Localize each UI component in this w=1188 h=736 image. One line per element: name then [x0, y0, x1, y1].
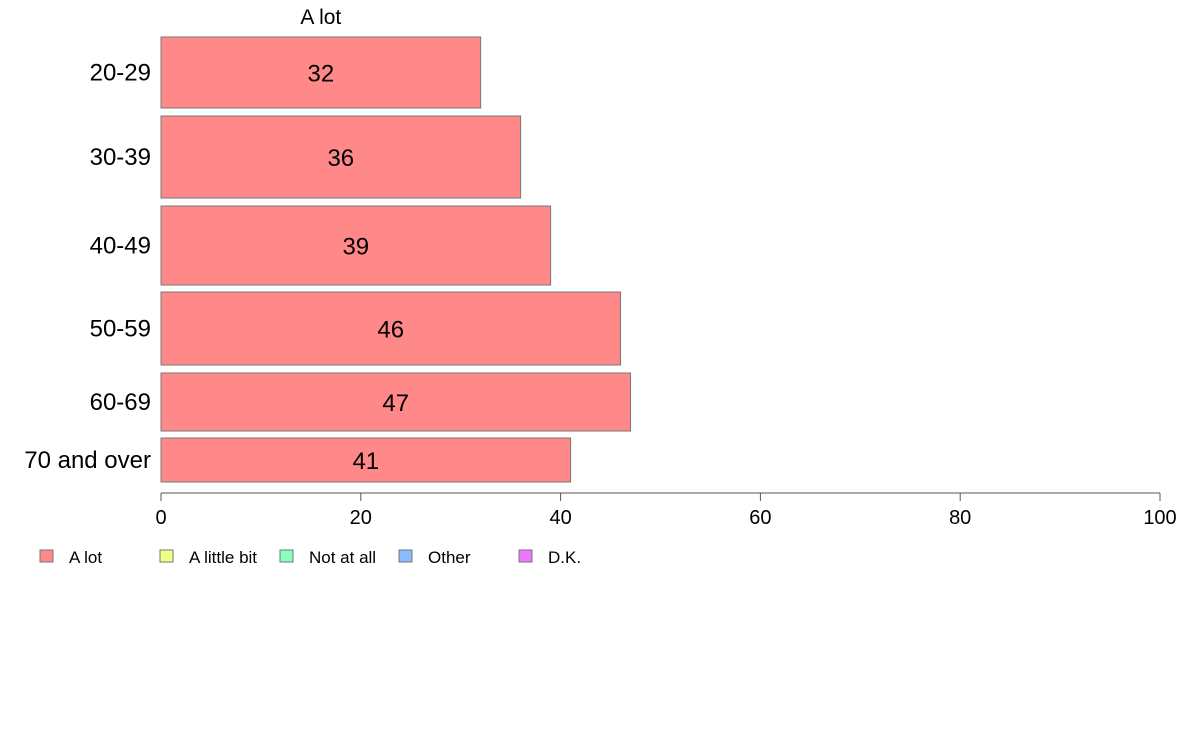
- bar-4: [160, 291, 622, 366]
- category-label: 20-29: [90, 60, 151, 87]
- category-label: 40-49: [90, 233, 151, 260]
- legend-swatch: [518, 549, 533, 563]
- category-label: 30-39: [90, 144, 151, 171]
- bar-3: [160, 205, 552, 286]
- legend-swatch: [159, 549, 174, 563]
- legend-swatch: [279, 549, 294, 563]
- value-label: 39: [342, 234, 369, 261]
- legend-label: A little bit: [189, 548, 257, 567]
- value-labels: 32 36 39 46 47 41: [307, 61, 409, 476]
- value-label: 32: [307, 61, 334, 88]
- x-tick-label: 60: [749, 507, 771, 529]
- bar-6: [160, 437, 572, 483]
- value-label: 47: [382, 390, 409, 417]
- x-axis: 0 20 40 60 80 100: [155, 492, 1177, 529]
- column-title: A lot: [300, 6, 341, 29]
- legend-swatch: [39, 549, 54, 563]
- bar-5: [160, 372, 632, 432]
- bar-1: [160, 36, 482, 109]
- legend-label: D.K.: [548, 548, 581, 567]
- bar-2: [160, 115, 522, 199]
- x-tick-label: 80: [949, 507, 971, 529]
- x-tick-label: 0: [155, 507, 166, 529]
- x-tick-label: 100: [1143, 507, 1176, 529]
- bars-group: [160, 36, 632, 483]
- x-tick-label: 20: [350, 507, 372, 529]
- legend-swatch: [398, 549, 413, 563]
- x-tick-label: 40: [549, 507, 571, 529]
- value-label: 41: [352, 448, 379, 475]
- category-label: 60-69: [90, 389, 151, 416]
- legend: A lot A little bit Not at all Other D.K.: [39, 548, 581, 567]
- value-label: 46: [377, 317, 404, 344]
- legend-label: A lot: [69, 548, 102, 567]
- legend-label: Not at all: [309, 548, 376, 567]
- category-label: 70 and over: [24, 447, 151, 474]
- value-label: 36: [327, 145, 354, 172]
- legend-label: Other: [428, 548, 471, 567]
- category-label: 50-59: [90, 316, 151, 343]
- category-labels: 20-29 30-39 40-49 50-59 60-69 70 and over: [24, 60, 151, 475]
